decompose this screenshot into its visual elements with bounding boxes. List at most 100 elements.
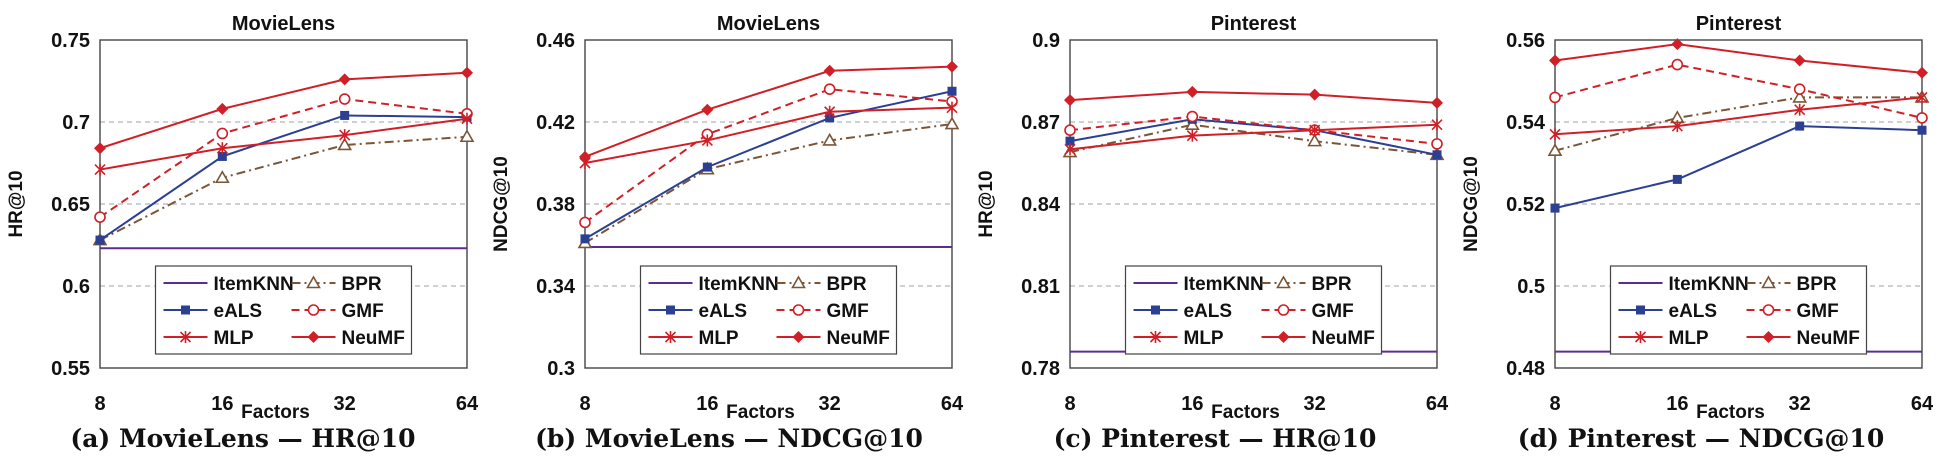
caption-c: (c) Pinterest — HR@10: [1053, 424, 1377, 453]
y-tick-label: 0.87: [1021, 112, 1060, 134]
y-tick-label: 0.56: [1506, 30, 1545, 52]
x-tick-label: 16: [696, 393, 718, 415]
y-tick-label: 0.84: [1021, 194, 1061, 216]
series-line-gmf: [99, 98, 468, 218]
legend-marker-gmf: [792, 304, 805, 316]
legend-label-bpr: BPR: [1797, 274, 1837, 295]
point-neumf: [579, 150, 591, 163]
y-axis-label: NDCG@10: [491, 156, 512, 252]
x-tick-label: 8: [1064, 393, 1075, 415]
legend-marker-mlp: [1149, 331, 1162, 343]
series-line-eals: [1554, 125, 1923, 210]
y-axis-label: HR@10: [6, 170, 27, 237]
point-neumf: [946, 60, 958, 73]
x-axis-label: Factors: [1211, 402, 1280, 420]
legend: ItemKNN BPR eALS GMF MLP NeuMF: [154, 265, 413, 355]
legend-label-gmf: GMF: [1312, 301, 1354, 322]
series-line-bpr: [99, 135, 468, 241]
point-neumf: [94, 142, 106, 155]
y-tick-label: 0.6: [62, 276, 90, 298]
plot-area: [584, 39, 953, 369]
legend-label-gmf: GMF: [1797, 301, 1839, 322]
y-tick-label: 0.38: [536, 194, 575, 216]
point-mlp: [339, 129, 351, 142]
legend-label-mlp: MLP: [1184, 328, 1224, 349]
series-line-neumf: [1554, 43, 1923, 74]
plot-area: [99, 39, 468, 369]
point-eals: [825, 113, 835, 123]
point-bpr: [944, 116, 960, 130]
point-neumf: [1308, 88, 1321, 101]
point-mlp: [1064, 143, 1076, 156]
y-tick-label: 0.52: [1506, 194, 1545, 216]
y-tick-label: 0.65: [51, 194, 90, 216]
point-bpr: [822, 132, 838, 146]
point-eals: [217, 151, 227, 161]
point-neumf: [823, 64, 836, 77]
point-eals: [947, 86, 957, 96]
caption-a: (a) MovieLens — HR@10: [70, 424, 416, 453]
plot-area: [1069, 39, 1438, 369]
point-eals: [1672, 174, 1682, 184]
legend-label-neumf: NeuMF: [827, 328, 890, 349]
legend-marker-bpr: [1276, 275, 1291, 289]
legend-label-bpr: BPR: [827, 274, 867, 295]
point-eals: [1917, 125, 1927, 135]
y-tick-label: 0.55: [51, 358, 90, 380]
chart-title: Pinterest: [1211, 13, 1297, 35]
point-mlp: [461, 112, 473, 125]
point-bpr: [1547, 143, 1563, 156]
legend-marker-mlp: [1634, 331, 1647, 343]
point-eals: [580, 234, 590, 244]
point-gmf: [216, 127, 229, 140]
legend-marker-neumf: [1277, 331, 1290, 343]
y-tick-label: 0.81: [1021, 276, 1060, 298]
point-mlp: [701, 134, 713, 147]
y-tick-label: 0.5: [1517, 276, 1545, 298]
point-mlp: [94, 163, 106, 176]
legend-label-itemknn: ItemKNN: [699, 274, 779, 295]
legend-label-gmf: GMF: [342, 301, 384, 322]
x-tick-label: 32: [1304, 393, 1326, 415]
point-bpr: [337, 137, 353, 151]
chart-panel-3: Pinterest 0.78 0.81 0.84 0.87 0.9 HR@10 8 16 32 64…: [976, 13, 1449, 423]
chart-title: MovieLens: [232, 13, 335, 35]
legend-label-eals: eALS: [214, 301, 263, 322]
legend-label-mlp: MLP: [214, 328, 254, 349]
legend-marker-gmf: [307, 304, 320, 316]
y-tick-label: 0.42: [536, 112, 575, 134]
point-mlp: [946, 101, 958, 114]
legend-label-mlp: MLP: [1669, 328, 1709, 349]
point-eals: [1550, 203, 1560, 213]
point-neumf: [1916, 66, 1928, 79]
series-line-gmf: [1069, 115, 1438, 145]
series-line-mlp: [584, 106, 953, 164]
point-bpr: [214, 170, 230, 184]
y-tick-label: 0.54: [1506, 112, 1546, 134]
point-neumf: [1793, 54, 1806, 67]
x-tick-label: 16: [1181, 393, 1203, 415]
series-line-bpr: [1069, 123, 1438, 156]
legend-marker-neumf: [792, 331, 805, 343]
chart-panel-1: MovieLens 0.55 0.6 0.65 0.7 0.75 HR@10 8 16 32 64 F…: [6, 13, 479, 423]
x-tick-label: 32: [819, 393, 841, 415]
series-line-neumf: [584, 65, 953, 158]
legend-marker-eals: [1151, 305, 1160, 315]
legend-label-eals: eALS: [699, 301, 748, 322]
x-tick-label: 8: [579, 393, 590, 415]
x-tick-label: 64: [456, 393, 479, 415]
legend: ItemKNN BPR eALS GMF MLP NeuMF: [1609, 265, 1868, 355]
point-neumf: [1431, 96, 1443, 109]
y-tick-label: 0.75: [51, 30, 90, 52]
chart-panel-2: MovieLens 0.3 0.34 0.38 0.42 0.46 NDCG@10 8 16 32…: [491, 13, 964, 423]
legend-marker-mlp: [179, 331, 192, 343]
point-mlp: [824, 105, 836, 118]
point-mlp: [1671, 120, 1683, 133]
series-line-mlp: [1554, 96, 1923, 136]
x-tick-label: 32: [334, 393, 356, 415]
legend-marker-bpr: [1761, 275, 1776, 289]
point-gmf: [1549, 91, 1561, 104]
legend-marker-mlp: [664, 331, 677, 343]
point-gmf: [94, 211, 106, 223]
